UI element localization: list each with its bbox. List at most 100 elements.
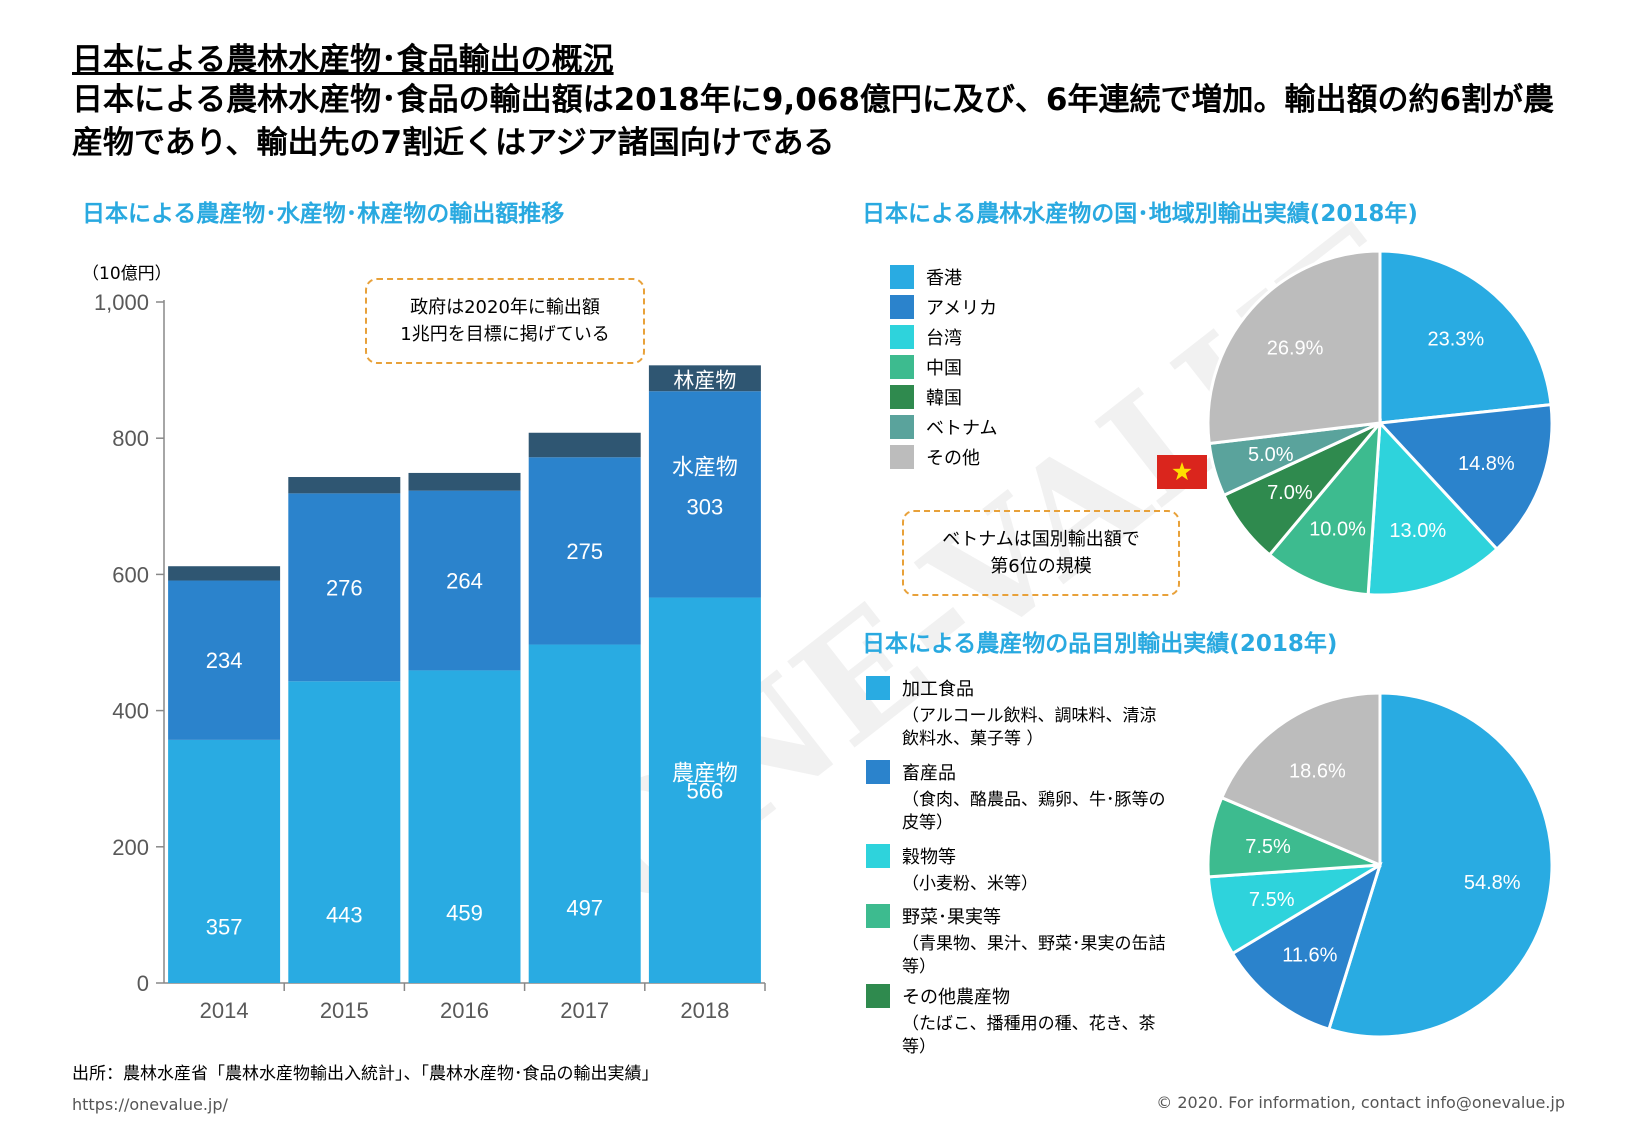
bar-segment-fish: [648, 391, 761, 598]
legend-swatch: [890, 385, 914, 409]
legend-swatch: [890, 445, 914, 469]
pie-slice: [1378, 249, 1553, 425]
bar-value-label: 234: [206, 648, 243, 673]
bar-value-label: 276: [326, 575, 363, 600]
target-callout: 政府は2020年に輸出額 1兆円を目標に掲げている: [365, 278, 645, 364]
x-tick-label: 2015: [320, 998, 369, 1023]
legend-label: その他: [926, 448, 980, 469]
country-legend-item: 中国: [890, 352, 997, 382]
series-label-forest: 林産物: [673, 369, 736, 392]
bar-value-label: 303: [687, 494, 724, 519]
y-tick-label: 400: [112, 699, 149, 724]
legend-label: ベトナム: [926, 418, 998, 439]
bar-segment-fish: [168, 580, 281, 740]
legend-label: 香港: [926, 268, 962, 289]
legend-description: （青果物、果汁、野菜･果実の缶詰等）: [902, 934, 1166, 977]
legend-description: （小麦粉、米等）: [902, 874, 1038, 894]
y-tick-label: 600: [112, 562, 149, 587]
bar-value-label: 497: [566, 895, 603, 920]
legend-swatch: [890, 325, 914, 349]
vietnam-callout-line1: ベトナムは国別輸出額で: [942, 529, 1140, 550]
bar-value-label: 566: [687, 778, 724, 803]
legend-swatch: [866, 984, 890, 1008]
product-legend-item: 畜産品 （食肉、酪農品、鶏卵、牛･豚等の皮等）: [866, 759, 1166, 835]
bar-chart: 0 200 400 600 800 1,000 2014 357 234 2015 443 276 20…: [94, 290, 766, 1023]
product-legend-item: 野菜･果実等 （青果物、果汁、野菜･果実の缶詰等）: [866, 903, 1166, 979]
legend-swatch: [866, 760, 890, 784]
pie-value-label: 10.0%: [1309, 518, 1366, 540]
legend-label: 加工食品: [902, 679, 974, 700]
pie-value-label: 11.6%: [1282, 944, 1337, 966]
legend-swatch: [866, 844, 890, 868]
pie-value-label: 7.0%: [1267, 482, 1313, 504]
bar-segment-forest: [528, 432, 641, 458]
vietnam-callout: ベトナムは国別輸出額で 第6位の規模: [902, 510, 1180, 596]
bar-value-label: 357: [206, 914, 243, 939]
pie-value-label: 14.8%: [1458, 453, 1515, 475]
bar-segment-fish: [528, 457, 641, 645]
target-callout-line2: 1兆円を目標に掲げている: [400, 324, 610, 345]
legend-swatch: [890, 295, 914, 319]
pie-value-label: 7.5%: [1245, 836, 1291, 858]
site-url[interactable]: https://onevalue.jp/: [72, 1095, 228, 1114]
country-legend-item: ベトナム: [890, 412, 997, 442]
series-label-agri: 農産物: [672, 760, 738, 785]
bar-segment-agri: [648, 597, 761, 983]
pie-slice: [1230, 861, 1383, 1032]
page-subtitle: 日本による農林水産物･食品の輸出額は2018年に9,068億円に及び、6年連続で…: [72, 82, 1555, 161]
legend-description: （食肉、酪農品、鶏卵、牛･豚等の皮等）: [902, 790, 1166, 833]
bar-segment-fish: [408, 490, 521, 671]
bar-value-label: 275: [566, 539, 603, 564]
legend-label: 台湾: [926, 328, 962, 349]
pie-slice: [1366, 419, 1500, 597]
country-chart-heading: 日本による農林水産物の国･地域別輸出実績(2018年): [862, 201, 1418, 227]
product-chart-heading: 日本による農産物の品目別輸出実績(2018年): [862, 631, 1338, 657]
y-tick-label: 0: [137, 971, 149, 996]
bar-segment-agri: [528, 644, 641, 983]
legend-swatch: [890, 355, 914, 379]
product-pie-chart: 54.8% 11.6% 7.5% 7.5% 18.6%: [1206, 691, 1554, 1039]
country-legend: 香港アメリカ台湾中国韓国ベトナムその他: [890, 262, 997, 472]
bar-segment-agri: [168, 739, 281, 983]
x-tick-label: 2017: [560, 998, 609, 1023]
legend-swatch: [890, 265, 914, 289]
pie-value-label: 18.6%: [1289, 760, 1346, 782]
country-pie-chart: 23.3% 14.8% 13.0% 10.0% 7.0% 5.0% 26.9%: [1206, 249, 1554, 597]
pie-value-label: 23.3%: [1428, 329, 1485, 351]
copyright: © 2020. For information, contact info@on…: [1156, 1093, 1565, 1112]
pie-value-label: 13.0%: [1389, 520, 1446, 542]
legend-label: 畜産品: [902, 763, 956, 784]
bar-value-label: 264: [446, 569, 483, 594]
target-callout-line1: 政府は2020年に輸出額: [410, 297, 600, 318]
vietnam-callout-line2: 第6位の規模: [990, 556, 1092, 577]
x-tick-label: 2016: [440, 998, 489, 1023]
pie-slice: [1327, 691, 1554, 1039]
bar-value-label: 459: [446, 900, 483, 925]
bar-value-label: 443: [326, 903, 363, 928]
legend-label: 野菜･果実等: [902, 907, 1001, 928]
country-legend-item: 香港: [890, 262, 997, 292]
vietnam-flag-icon: [1157, 455, 1207, 489]
legend-label: アメリカ: [926, 298, 998, 319]
country-legend-item: アメリカ: [890, 292, 997, 322]
x-tick-label: 2018: [680, 998, 729, 1023]
legend-label: 韓国: [926, 388, 962, 409]
bar-segment-fish: [288, 493, 401, 682]
product-legend-item: 加工食品 （アルコール飲料、調味料、清涼飲料水、菓子等 ）: [866, 675, 1166, 751]
legend-description: （アルコール飲料、調味料、清涼飲料水、菓子等 ）: [902, 706, 1157, 749]
bar-segment-forest: [408, 472, 521, 491]
product-legend: 加工食品 （アルコール飲料、調味料、清涼飲料水、菓子等 ） 畜産品 （食肉、酪農…: [866, 675, 1186, 1065]
y-axis-unit: （10億円）: [82, 264, 172, 284]
legend-swatch: [890, 415, 914, 439]
pie-value-label: 54.8%: [1464, 872, 1521, 894]
pie-slice: [1219, 691, 1382, 868]
source-note: 出所：農林水産省「農林水産物輸出入統計」、「農林水産物･食品の輸出実績」: [72, 1064, 659, 1084]
legend-label: その他農産物: [902, 987, 1010, 1008]
bar-segment-forest: [648, 365, 761, 392]
y-tick-label: 1,000: [94, 290, 149, 315]
legend-label: 穀物等: [902, 847, 956, 868]
legend-label: 中国: [926, 358, 962, 379]
x-tick-label: 2014: [200, 998, 249, 1023]
legend-swatch: [866, 676, 890, 700]
y-tick-label: 200: [112, 835, 149, 860]
